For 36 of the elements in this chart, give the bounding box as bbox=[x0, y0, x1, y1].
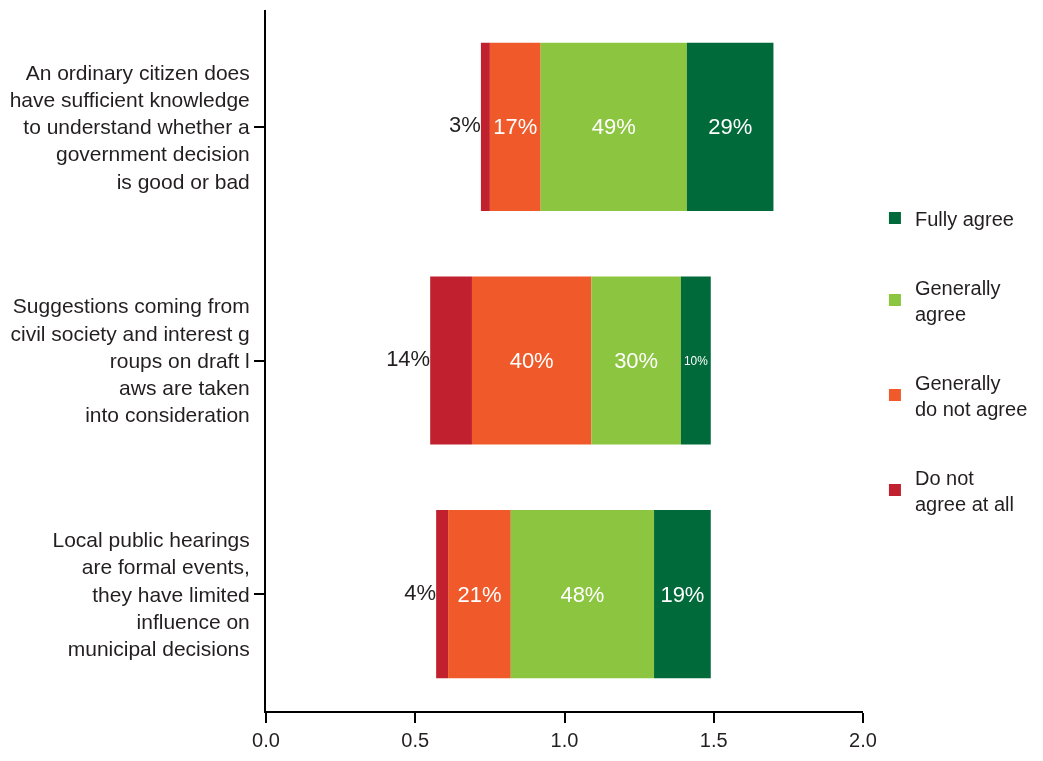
x-tick-label: 1.0 bbox=[550, 729, 579, 751]
x-tick-label: 2.0 bbox=[849, 729, 877, 751]
legend-label: Fully agree bbox=[914, 207, 1014, 230]
legend-label: Generally agree bbox=[914, 276, 1001, 325]
data-label: 21% bbox=[457, 581, 502, 607]
bar bbox=[510, 510, 655, 679]
bar bbox=[448, 510, 511, 679]
data-label: 19% bbox=[660, 581, 705, 607]
data-label: 40% bbox=[509, 348, 554, 373]
y-tick-label: Local public hearings are formal events, they have limited influence on municipal decisions bbox=[52, 527, 250, 661]
data-label: 29% bbox=[708, 114, 753, 140]
bar bbox=[686, 42, 774, 211]
legend-label: Generally do not agree bbox=[914, 371, 1028, 420]
x-tick-label: 1.5 bbox=[699, 729, 728, 751]
data-label: 30% bbox=[614, 348, 659, 373]
data-label: 10% bbox=[683, 353, 709, 368]
data-label: 14% bbox=[386, 346, 431, 371]
x-tick-label: 0.5 bbox=[401, 729, 430, 751]
y-tick-label: An ordinary citizen does have sufficient knowledge to understand whether a government decision is good or bad bbox=[9, 60, 251, 193]
data-label: 49% bbox=[591, 114, 636, 140]
x-tick-label: 0.0 bbox=[252, 729, 280, 751]
bar bbox=[436, 510, 449, 679]
bar bbox=[430, 276, 472, 445]
bar bbox=[591, 276, 681, 445]
bar bbox=[680, 276, 711, 445]
legend-label: Do not agree at all bbox=[914, 466, 1014, 515]
bar bbox=[480, 42, 490, 211]
bar bbox=[471, 276, 592, 445]
data-label: 17% bbox=[493, 114, 538, 140]
data-label: 48% bbox=[560, 581, 605, 607]
data-label: 4% bbox=[404, 579, 437, 605]
bar bbox=[540, 42, 687, 211]
bar bbox=[489, 42, 541, 211]
bar bbox=[654, 510, 711, 679]
y-tick-label: Suggestions coming from civil society and interest g roups on draft l aws are taken into consideration bbox=[10, 294, 250, 427]
data-label: 3% bbox=[449, 112, 481, 138]
